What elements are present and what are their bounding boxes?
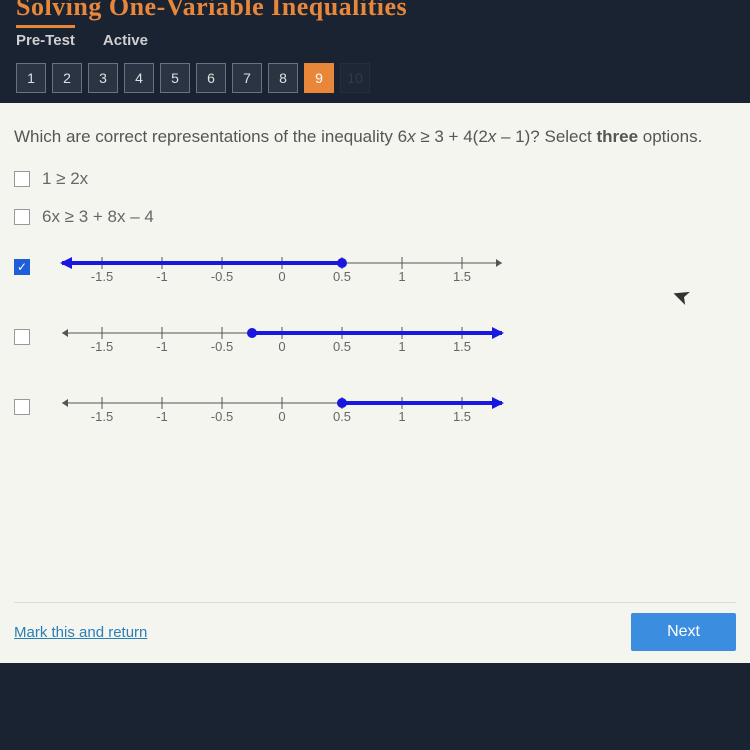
svg-text:0: 0 (278, 409, 285, 424)
question-nav-8[interactable]: 8 (268, 63, 298, 93)
checkbox[interactable]: ✓ (14, 259, 30, 275)
svg-text:-1: -1 (156, 409, 168, 424)
numberline-1: -1.5 -1 -0.5 0 0.5 1 1.5 (42, 245, 522, 287)
prompt-text: Which are correct representations of the… (14, 127, 407, 146)
checkbox[interactable] (14, 171, 30, 187)
question-nav-4[interactable]: 4 (124, 63, 154, 93)
svg-text:0.5: 0.5 (333, 269, 351, 284)
svg-text:1.5: 1.5 (453, 339, 471, 354)
page-title: Solving One-Variable Inequalities (16, 0, 734, 22)
question-nav-2[interactable]: 2 (52, 63, 82, 93)
svg-text:-1: -1 (156, 269, 168, 284)
question-nav-1[interactable]: 1 (16, 63, 46, 93)
option-1[interactable]: 1 ≥ 2x (14, 169, 736, 189)
svg-text:-1.5: -1.5 (91, 269, 113, 284)
svg-text:0.5: 0.5 (333, 409, 351, 424)
checkbox[interactable] (14, 399, 30, 415)
option-4[interactable]: -1.5 -1 -0.5 0 0.5 1 1.5 (14, 315, 736, 357)
numberline-2: -1.5 -1 -0.5 0 0.5 1 1.5 (42, 315, 522, 357)
question-nav-3[interactable]: 3 (88, 63, 118, 93)
question-nav: 12345678910 (16, 63, 734, 93)
tab-active[interactable]: Active (103, 32, 148, 49)
question-nav-6[interactable]: 6 (196, 63, 226, 93)
next-button[interactable]: Next (631, 613, 736, 651)
svg-text:1: 1 (398, 409, 405, 424)
svg-text:-0.5: -0.5 (211, 339, 233, 354)
svg-text:-0.5: -0.5 (211, 409, 233, 424)
svg-text:0: 0 (278, 269, 285, 284)
prompt-text: options. (638, 127, 702, 146)
mark-return-link[interactable]: Mark this and return (14, 624, 147, 641)
question-nav-5[interactable]: 5 (160, 63, 190, 93)
header: Solving One-Variable Inequalities Pre-Te… (0, 0, 750, 103)
question-nav-7[interactable]: 7 (232, 63, 262, 93)
tabs: Pre-Test Active (16, 32, 734, 49)
svg-text:-1.5: -1.5 (91, 339, 113, 354)
question-panel: Which are correct representations of the… (0, 103, 750, 663)
var: x (488, 127, 497, 146)
svg-text:1.5: 1.5 (453, 269, 471, 284)
footer: Mark this and return Next (14, 602, 736, 651)
question-nav-10: 10 (340, 63, 370, 93)
prompt-text: ≥ 3 + 4(2 (416, 127, 488, 146)
prompt-bold: three (596, 127, 638, 146)
var: x (407, 127, 416, 146)
question-nav-9[interactable]: 9 (304, 63, 334, 93)
svg-text:0: 0 (278, 339, 285, 354)
option-5[interactable]: -1.5 -1 -0.5 0 0.5 1 1.5 (14, 385, 736, 427)
svg-text:1: 1 (398, 269, 405, 284)
svg-text:1: 1 (398, 339, 405, 354)
checkbox[interactable] (14, 209, 30, 225)
option-text: 6x ≥ 3 + 8x – 4 (42, 207, 154, 227)
option-text: 1 ≥ 2x (42, 169, 88, 189)
svg-text:0.5: 0.5 (333, 339, 351, 354)
question-prompt: Which are correct representations of the… (14, 125, 736, 149)
svg-text:-0.5: -0.5 (211, 269, 233, 284)
svg-text:1.5: 1.5 (453, 409, 471, 424)
tab-pretest[interactable]: Pre-Test (16, 25, 75, 49)
prompt-text: – 1)? Select (496, 127, 596, 146)
svg-text:-1: -1 (156, 339, 168, 354)
option-2[interactable]: 6x ≥ 3 + 8x – 4 (14, 207, 736, 227)
option-3[interactable]: ✓ -1.5 -1 -0.5 0 0.5 1 1.5 (14, 245, 736, 287)
checkbox[interactable] (14, 329, 30, 345)
numberline-3: -1.5 -1 -0.5 0 0.5 1 1.5 (42, 385, 522, 427)
svg-text:-1.5: -1.5 (91, 409, 113, 424)
